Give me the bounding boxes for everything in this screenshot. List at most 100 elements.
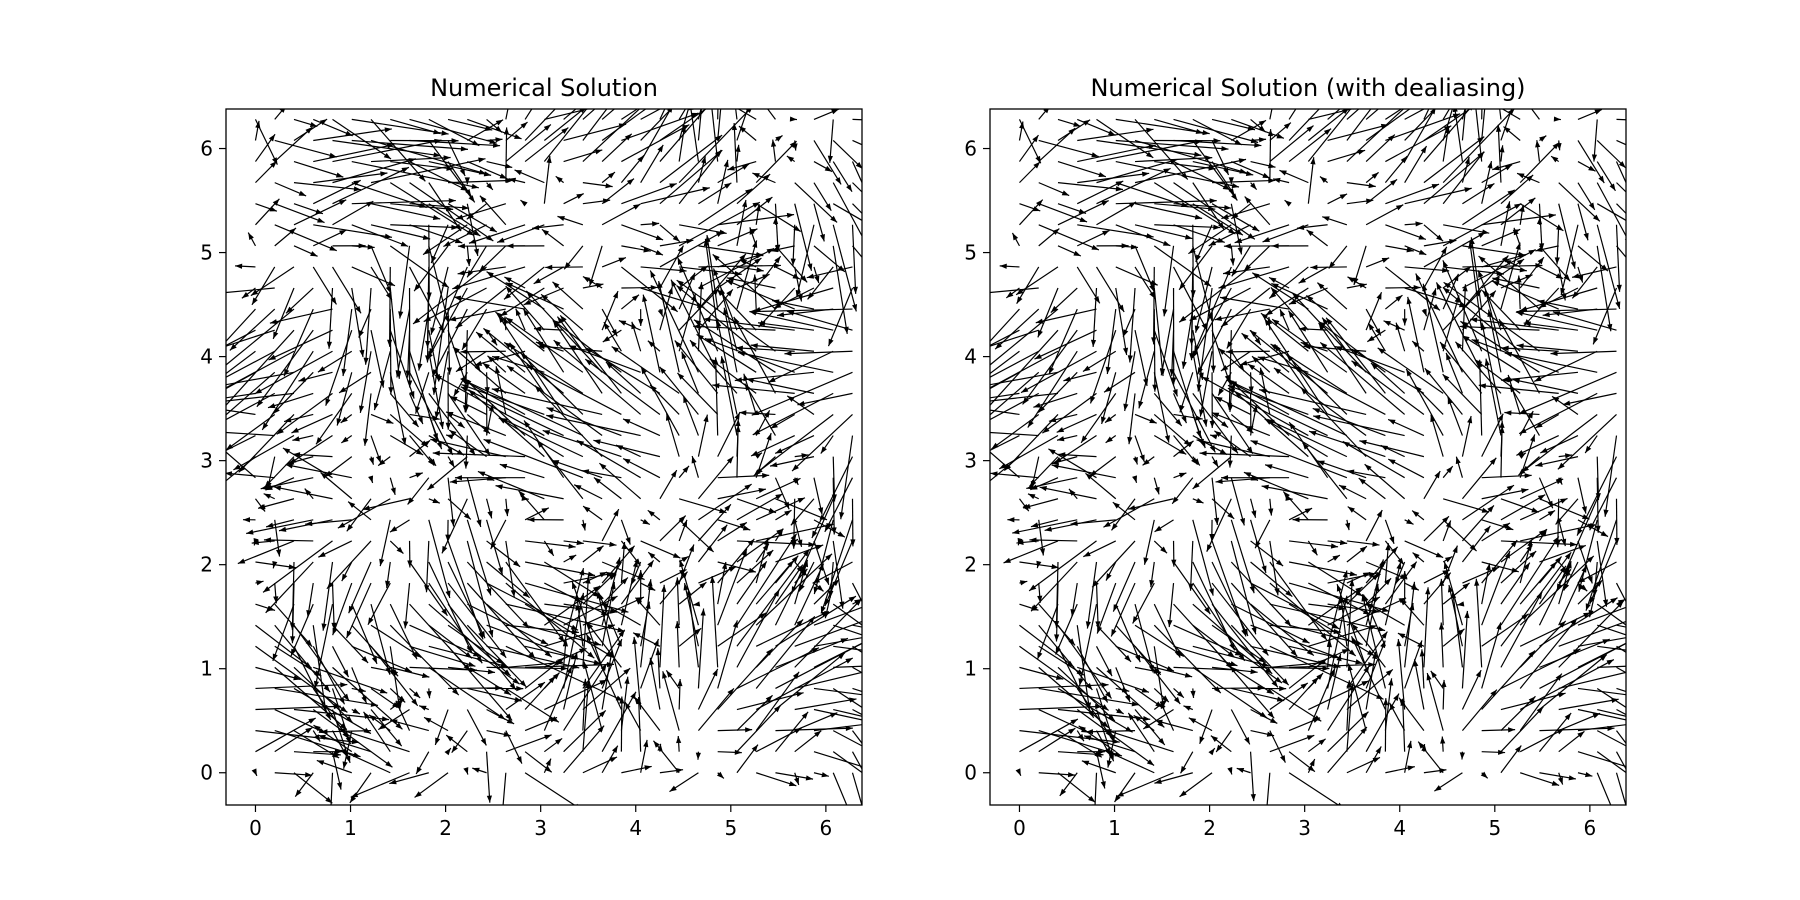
quiver-arrow-head [483,171,492,177]
quiver-arrow-head [1591,154,1598,162]
quiver-arrow [1327,109,1341,120]
quiver-arrow [1227,384,1309,416]
quiver-arrow [1266,418,1348,458]
quiver-arrow [226,287,275,294]
quiver-arrow-head [1528,650,1536,658]
quiver-arrow-head [676,285,684,292]
quiver-arrow-head [448,198,456,204]
quiver-arrow-head [316,437,323,445]
quiver-arrow [1096,140,1203,163]
quiver-arrow [736,173,771,205]
quiver-arrow [813,140,842,185]
quiver-arrow [1365,651,1377,710]
quiver-arrow-head [720,356,726,364]
quiver-arrow-head [1535,263,1543,269]
quiver-arrow-head [378,459,386,466]
quiver-arrow [736,549,774,584]
quiver-arrow-head [1446,466,1453,474]
quiver-arrow-head [1528,197,1536,205]
quiver-arrow-head [1376,292,1382,300]
quiver-arrow-head [1501,345,1509,351]
quiver-arrow [345,582,372,639]
quiver-arrow [1192,160,1254,176]
quiver-arrow [226,392,256,399]
quiver-arrow [364,393,372,446]
quiver-arrow-head [504,163,513,169]
quiver-arrow-head [648,552,656,559]
quiver-arrow [1249,751,1255,802]
quiver-arrow [796,224,815,298]
quiver-arrow [1229,380,1348,437]
x-tick-label: 3 [534,816,547,840]
quiver-arrow-head [1043,109,1049,114]
quiver-arrow-head [1102,230,1110,236]
quiver-arrow [1404,109,1426,120]
quiver-arrow [990,371,1059,386]
quiver-arrow [448,179,514,184]
quiver-arrow-head [1616,284,1622,292]
quiver-arrow-head [990,471,998,477]
quiver-arrow-head [341,436,349,443]
quiver-arrow-head [808,541,816,548]
quiver-arrow [1533,350,1598,382]
quiver-arrow [1038,109,1049,120]
quiver-arrow-head [1227,512,1235,519]
quiver-arrow [543,665,573,731]
quiver-arrow-head [238,465,246,473]
quiver-arrow [833,624,862,636]
quiver-arrow [829,119,834,163]
quiver-arrow-head [1070,520,1078,527]
quiver-arrow [1350,635,1386,710]
quiver-arrow-head [1442,516,1449,524]
quiver-arrow [1515,311,1598,331]
quiver-arrow-head [429,347,435,356]
quiver-arrow-head [1067,772,1076,778]
quiver-arrow-head [1097,626,1103,634]
quiver-arrow [659,230,724,268]
quiver-arrow [1443,224,1490,234]
quiver-arrow-head [462,342,468,350]
quiver-arrow-head [423,248,431,255]
quiver-arrow-head [831,527,837,535]
quiver-arrow-head [446,367,453,375]
quiver-arrow [276,392,333,435]
quiver-arrow-head [582,276,591,283]
quiver-arrow [736,589,780,668]
quiver-arrow-head [1489,457,1497,465]
quiver-arrow-head [1216,744,1223,753]
quiver-arrow [697,456,734,500]
quiver-arrow-head [1149,284,1155,292]
quiver-arrow-head [625,537,631,545]
quiver-arrow-head [288,228,296,235]
quiver-arrow-head [345,715,353,723]
quiver-arrow-head [758,321,766,327]
quiver-arrow-head [1577,731,1585,738]
x-tick-label: 2 [439,816,452,840]
quiver-arrow-head [1342,595,1349,604]
quiver-arrow-head [449,478,458,485]
quiver-arrow-head [1234,139,1242,145]
quiver-arrow [1539,245,1571,282]
quiver-arrow-head [719,229,727,235]
quiver-arrow [689,339,738,394]
quiver-arrow-head [1406,247,1414,253]
quiver-arrow [428,266,468,356]
quiver-arrow-head [1111,629,1117,637]
quiver-arrow-head [1196,384,1202,392]
quiver-arrow [751,371,853,416]
quiver-arrow [744,383,776,436]
quiver-arrow-head [390,719,398,725]
quiver-arrow-head [1194,325,1200,333]
quiver-arrow-head [1078,725,1086,733]
quiver-arrow-head [1462,335,1470,342]
x-tick-label: 3 [1298,816,1311,840]
quiver-arrow-head [1420,146,1427,154]
quiver-arrow [1226,308,1252,349]
quiver-arrow-head [704,338,713,344]
quiver-arrow [1192,645,1270,667]
quiver-arrow-head [751,744,758,752]
quiver-arrow-head [389,779,397,785]
quiver-arrow-head [1288,299,1297,305]
quiver-arrow [697,503,732,542]
